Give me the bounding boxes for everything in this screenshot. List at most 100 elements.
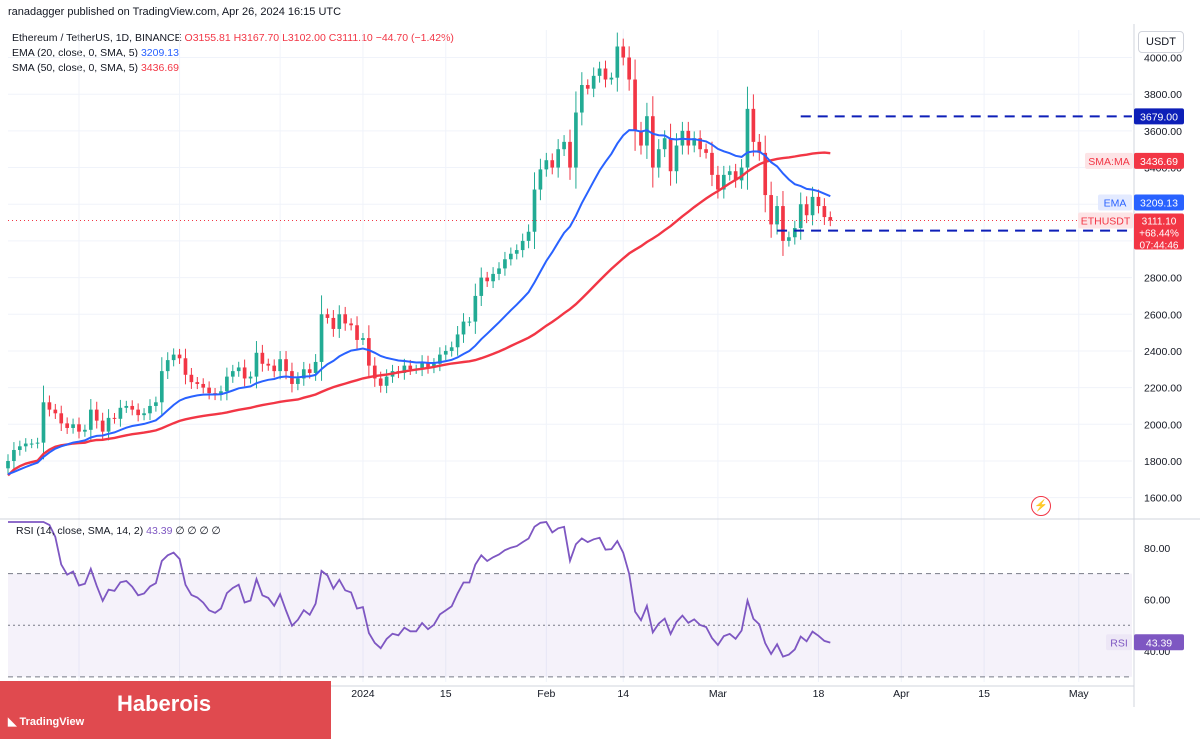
candle-body (579, 85, 584, 113)
candle-body (621, 46, 626, 58)
candle-body (698, 138, 702, 150)
candle-body (88, 409, 93, 430)
candle-body (710, 152, 714, 175)
candle-body (781, 206, 785, 241)
resistance-price-label: 3679.00 (1140, 111, 1178, 123)
candle-body (603, 68, 608, 80)
candle-body (432, 363, 436, 368)
candle-body (130, 405, 135, 410)
candle-body (633, 79, 637, 131)
candle-body (219, 391, 223, 395)
candle-body (83, 429, 87, 432)
candle-body (769, 195, 773, 225)
candle-body (248, 376, 253, 379)
candle-body (29, 443, 34, 445)
candle-body (254, 352, 259, 377)
price-tick-label: 2200.00 (1144, 383, 1182, 395)
ohlc-change: −44.70 (−1.42%) (375, 32, 454, 44)
candle-body (124, 405, 129, 408)
ema-tag-label: EMA (1104, 198, 1127, 210)
sma-legend[interactable]: SMA (50, close, 0, SMA, 5) 3436.69 (12, 62, 179, 74)
candle-body (71, 424, 75, 428)
candle-body (585, 85, 590, 89)
ohlc-low: L3102.00 (282, 32, 326, 44)
candle-body (296, 378, 300, 384)
candle-body (154, 402, 158, 406)
candle-body (349, 323, 353, 326)
candle-body (479, 277, 484, 296)
candle-body (650, 116, 655, 168)
symbol-legend: Ethereum / TetherUS, 1D, BINANCE O3155.8… (12, 32, 454, 44)
rsi-line (8, 521, 831, 658)
candle-body (136, 409, 140, 416)
candle-body (668, 138, 673, 172)
lightning-icon[interactable]: ⚡ (1031, 496, 1051, 516)
candle-body (574, 112, 578, 168)
symbol-tag-label: ETHUSDT (1081, 216, 1131, 228)
candle-body (165, 360, 170, 372)
rsi-legend-label: RSI (14, close, SMA, 14, 2) (16, 525, 144, 537)
candle-body (828, 217, 833, 221)
candle-body (538, 169, 543, 190)
candle-body (319, 314, 324, 362)
candle-body (325, 314, 330, 318)
last-price-value: 3111.10 (1142, 217, 1177, 228)
candle-body (455, 334, 460, 348)
candle-body (591, 75, 596, 89)
candle-body (822, 206, 827, 218)
candle-body (497, 268, 501, 274)
price-tick-label: 2400.00 (1144, 346, 1182, 358)
ema-legend-value: 3209.13 (140, 47, 179, 59)
candle-body (100, 420, 105, 432)
time-tick-label: 2024 (351, 688, 375, 700)
candle-body (727, 171, 732, 175)
candle-body (6, 460, 10, 469)
candle-body (59, 413, 64, 424)
candle-body (609, 77, 614, 80)
candle-body (787, 237, 791, 241)
sma-tag-label-bg (1085, 152, 1133, 169)
candle-body (473, 295, 478, 322)
symbol-tag-label-bg (1078, 212, 1133, 229)
candle-body (230, 371, 235, 377)
sma-tag-label: SMA:MA (1088, 156, 1129, 168)
candle-body (627, 57, 631, 80)
rsi-legend[interactable]: RSI (14, close, SMA, 14, 2) 43.39 ∅ ∅ ∅ … (16, 525, 221, 537)
candle-body (491, 273, 495, 282)
candle-body (355, 325, 359, 340)
rsi-tag-label-bg (1106, 634, 1132, 651)
candle-body (301, 369, 306, 379)
candle-body (17, 446, 22, 450)
resistance-price-label-bg (1134, 108, 1184, 125)
candle-body (142, 413, 146, 416)
ohlc-close: C3111.10 (328, 32, 373, 44)
candle-body (171, 354, 176, 361)
candle-body (798, 204, 803, 229)
candle-body (674, 145, 679, 172)
published-header: ranadagger published on TradingView.com,… (8, 6, 342, 18)
ema-legend[interactable]: EMA (20, close, 0, SMA, 5) 3209.13 (12, 47, 179, 59)
candle-body (467, 321, 472, 323)
rsi-price-label: 43.39 (1146, 637, 1172, 649)
candle-body (639, 130, 643, 146)
candle-body (597, 68, 602, 76)
candle-body (23, 443, 28, 447)
candle-body (313, 361, 318, 373)
candle-body (189, 374, 194, 383)
candle-body (526, 231, 531, 241)
candle-body (331, 317, 336, 329)
candle-body (378, 378, 383, 386)
price-tick-label: 1600.00 (1144, 493, 1182, 505)
sma-legend-value: 3436.69 (140, 62, 179, 74)
candle-body (792, 228, 797, 238)
candle-body (207, 387, 211, 394)
candle-body (41, 402, 46, 443)
candle-body (509, 253, 513, 260)
watermark-banner: Haberois ◣ TradingView (0, 681, 331, 739)
candle-body (449, 347, 454, 351)
currency-unit-button[interactable]: USDT (1138, 31, 1184, 53)
candle-body (266, 363, 271, 366)
price-tick-label: 2000.00 (1144, 419, 1182, 431)
candle-body (242, 367, 247, 379)
